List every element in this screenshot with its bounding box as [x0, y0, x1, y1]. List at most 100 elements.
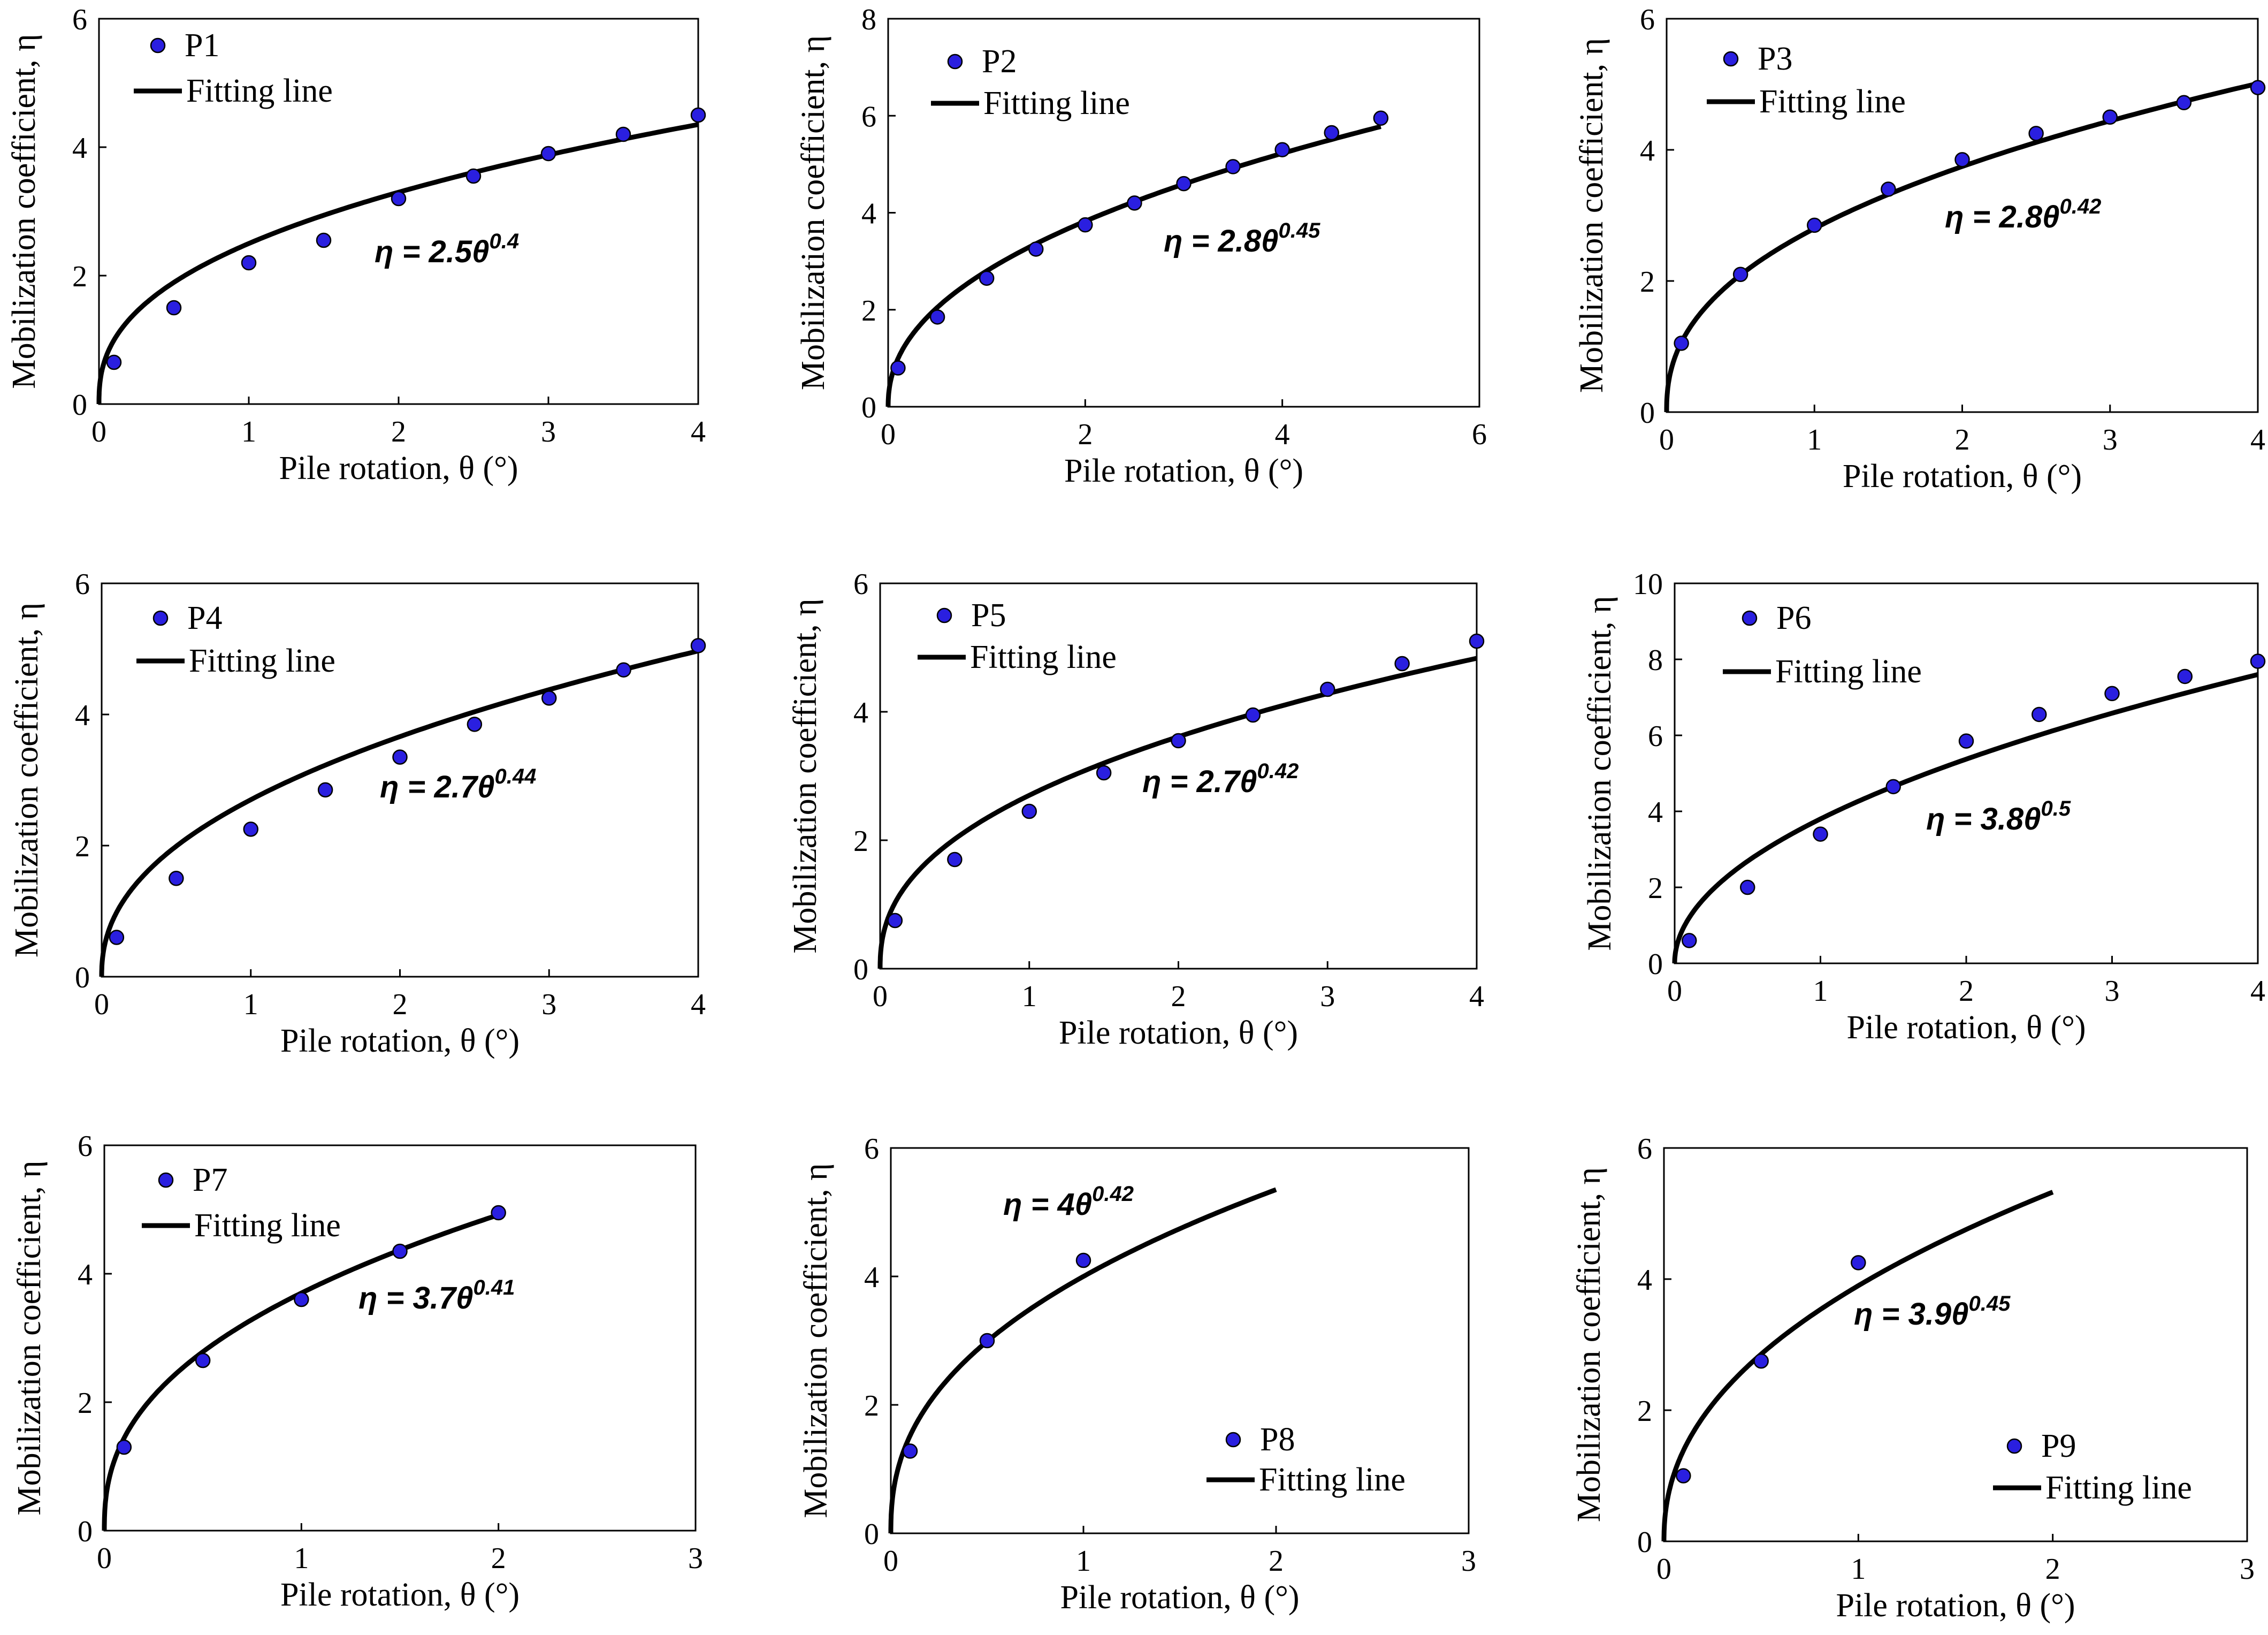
x-tick-label: 2 — [2045, 1553, 2060, 1586]
data-point — [241, 255, 257, 271]
x-tick-label: 4 — [691, 415, 706, 448]
y-tick-label: 6 — [72, 3, 87, 36]
fit-equation-exponent: 0.42 — [1092, 1182, 1134, 1206]
y-tick-label: 6 — [1640, 3, 1655, 36]
legend-points-label: P1 — [185, 27, 219, 64]
fitting-line — [102, 1212, 500, 1531]
fit-equation-base: η = 3.8θ — [1926, 802, 2041, 836]
data-point — [1021, 803, 1037, 819]
fit-equation-base: η = 3.7θ — [358, 1281, 474, 1315]
fit-equation-exponent: 0.42 — [2060, 195, 2102, 218]
data-point — [541, 690, 557, 706]
y-tick-label: 4 — [853, 696, 868, 729]
x-tick-label: 4 — [1275, 418, 1290, 451]
fit-equation-base: η = 2.8θ — [1164, 224, 1279, 258]
data-point — [2176, 95, 2192, 111]
fit-equation: η = 3.8θ0.5 — [1926, 797, 2071, 836]
data-point — [690, 107, 706, 123]
x-tick-label: 2 — [1078, 418, 1093, 451]
data-point — [1245, 707, 1261, 723]
y-tick-label: 6 — [78, 1130, 93, 1163]
plot-frame — [887, 18, 1480, 408]
fit-equation: η = 2.5θ0.4 — [375, 230, 519, 269]
y-tick-label: 2 — [72, 260, 87, 293]
data-point — [1225, 159, 1241, 174]
data-point — [1676, 1468, 1691, 1484]
x-tick-label: 4 — [691, 988, 706, 1021]
y-tick-label: 6 — [853, 568, 868, 601]
chart-panel-1: 0 1 2 3 4 0 2 4 6 Pile rotation, θ (°) Mobilizatio… — [6, 3, 706, 486]
legend-points-label: P5 — [971, 597, 1006, 634]
fit-equation-base: η = 3.9θ — [1854, 1297, 1969, 1332]
x-tick-label: 0 — [883, 1545, 898, 1578]
data-point — [1394, 656, 1410, 672]
y-tick-label: 4 — [75, 699, 90, 732]
y-tick-label: 2 — [861, 294, 876, 328]
legend-line-label: Fitting line — [186, 73, 333, 109]
fit-equation-base: η = 2.7θ — [380, 770, 495, 804]
legend-marker — [1225, 1432, 1241, 1448]
data-point — [1881, 181, 1896, 197]
y-tick-label: 0 — [1637, 1526, 1652, 1559]
data-point — [109, 930, 125, 945]
data-point — [1954, 152, 1970, 168]
x-tick-label: 3 — [2240, 1553, 2255, 1586]
data-point — [1324, 125, 1339, 141]
y-axis-title: Mobilization coefficient, η — [6, 34, 42, 389]
chart-panel-9: 0 1 2 3 0 2 4 6 Pile rotation, θ (°) Mobilization… — [1571, 1132, 2255, 1624]
x-tick-label: 1 — [241, 415, 256, 448]
data-point — [1674, 336, 1689, 351]
y-tick-label: 4 — [72, 132, 87, 165]
legend-marker — [936, 607, 952, 623]
x-axis-title: Pile rotation, θ (°) — [280, 1577, 520, 1613]
x-tick-label: 1 — [1022, 980, 1037, 1013]
x-tick-label: 3 — [688, 1542, 703, 1575]
data-point — [1373, 110, 1389, 126]
fit-equation-exponent: 0.45 — [1279, 219, 1321, 242]
fit-equation: η = 4θ0.42 — [1003, 1182, 1134, 1222]
y-tick-label: 0 — [78, 1515, 93, 1548]
fit-equation-base: η = 2.5θ — [375, 234, 490, 269]
legend-marker — [2006, 1438, 2022, 1454]
data-point — [116, 1439, 132, 1455]
legend-points-label: P3 — [1758, 41, 1792, 77]
fit-equation: η = 2.8θ0.45 — [1164, 219, 1320, 258]
x-tick-label: 0 — [91, 415, 106, 448]
x-tick-label: 3 — [541, 988, 556, 1021]
x-tick-label: 0 — [1659, 423, 1674, 457]
fit-equation-exponent: 0.42 — [1257, 759, 1299, 783]
x-tick-label: 3 — [2105, 975, 2120, 1008]
data-point — [1127, 195, 1142, 211]
data-point — [1885, 779, 1901, 795]
data-point — [243, 822, 258, 837]
y-tick-label: 0 — [864, 1518, 879, 1551]
x-axis-title: Pile rotation, θ (°) — [1846, 1009, 2086, 1046]
fit-equation: η = 2.7θ0.42 — [1142, 759, 1299, 799]
x-axis-title: Pile rotation, θ (°) — [279, 450, 518, 486]
chart-panel-8: 0 1 2 3 0 2 4 6 Pile rotation, θ (°) Mobilization… — [798, 1132, 1476, 1616]
y-axis-title: Mobilization coefficient, η — [795, 35, 831, 390]
x-tick-label: 2 — [1955, 423, 1970, 457]
data-point — [1320, 681, 1335, 697]
y-tick-label: 0 — [72, 389, 87, 422]
legend-line-label: Fitting line — [970, 639, 1117, 675]
y-tick-label: 2 — [1640, 265, 1655, 299]
data-point — [169, 871, 184, 886]
fit-equation-base: η = 4θ — [1003, 1187, 1092, 1222]
fit-equation-exponent: 0.44 — [495, 765, 537, 788]
legend-marker — [158, 1172, 174, 1188]
fit-equation-exponent: 0.4 — [490, 230, 520, 253]
y-tick-label: 4 — [1640, 134, 1655, 168]
data-point — [1171, 733, 1186, 749]
legend-points-label: P6 — [1776, 600, 1811, 636]
fitting-line — [885, 124, 1381, 407]
y-tick-label: 8 — [861, 3, 876, 36]
data-point — [690, 638, 706, 653]
data-point — [902, 1443, 918, 1459]
data-point — [317, 782, 333, 798]
x-tick-label: 1 — [1076, 1545, 1091, 1578]
x-tick-label: 1 — [1813, 975, 1828, 1008]
data-point — [2250, 653, 2266, 669]
x-axis-title: Pile rotation, θ (°) — [1059, 1015, 1298, 1051]
